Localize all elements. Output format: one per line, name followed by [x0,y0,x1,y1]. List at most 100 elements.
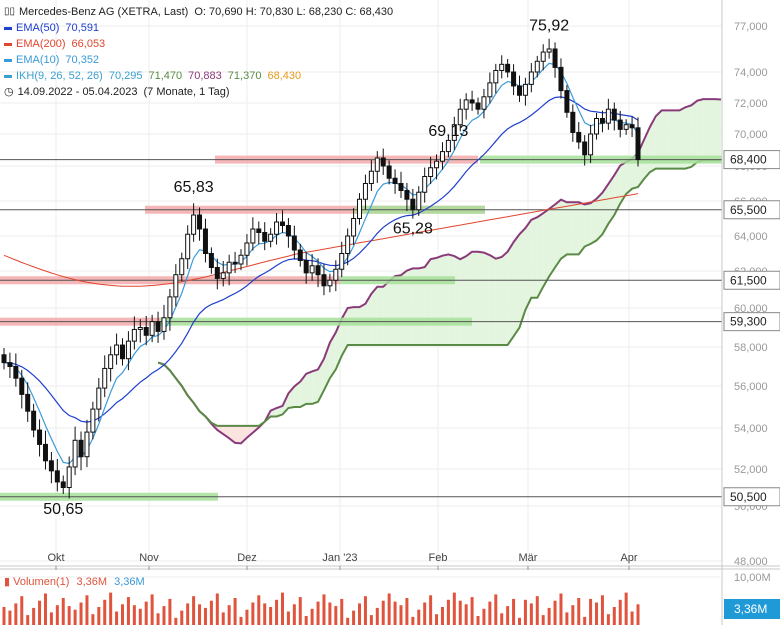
volume-bar [559,593,563,625]
candle-body [131,328,137,342]
volume-bar [20,596,24,625]
candle-body [540,51,546,62]
price-tick-label: 74,000 [734,67,768,79]
volume-bar [97,607,101,625]
candle-body [576,131,582,143]
price-tick-label: 56,000 [734,381,768,393]
kumo-fill [537,213,544,298]
ema10-value: 70,352 [65,54,100,66]
price-axis: 48,00050,00052,00054,00056,00058,00060,0… [721,0,780,625]
volume-bar [310,608,314,625]
candle-body [42,443,48,462]
kumo-fill [566,202,573,255]
volume-bar [144,601,148,625]
kumo-fill [525,219,532,310]
time-tick-label: Dez [237,552,257,564]
candle-body [84,431,90,458]
volume-bar [192,596,196,625]
ema200-label: EMA(200) [16,38,66,50]
volume-bar [257,595,261,625]
volume-bar [535,596,539,625]
kumo-fill [691,100,698,167]
kumo-fill [383,281,390,346]
volume-bar [186,603,190,625]
volume-bar [150,594,154,625]
volume-bar [624,592,628,625]
kumo-fill [436,255,443,346]
kumo-fill [685,105,692,169]
volume-bar [429,595,433,625]
volume-bar [138,608,142,625]
time-axis: Okt Nov Dez Jan '23 Feb Mär Apr [0,552,780,570]
ikh-value-4: 71,370 [227,70,262,82]
kumo-fill [697,99,704,162]
candle-body [7,362,13,368]
instrument-title: Mercedes-Benz AG (XETRA, Last) [19,6,189,18]
candle-body [635,127,641,161]
ikh-value-3: 70,883 [188,70,222,82]
candle-body [457,108,463,126]
kumo-fill [549,204,556,277]
kumo-fill [424,259,431,346]
volume-bar [275,599,279,625]
candle-body [173,274,179,298]
volume-bar [506,606,510,625]
price-tick-label: 54,000 [734,423,768,435]
candle-body [422,176,428,193]
candle-body [511,71,517,87]
kumo-fill [555,199,561,268]
level-label: 50,500 [730,490,767,504]
volume-bar [8,610,12,625]
kumo-fill [643,127,650,180]
kumo-fill [406,268,413,346]
volume-bar [55,605,59,625]
candle-body [1,354,7,364]
volume-bar [541,615,545,625]
candle-body [416,191,422,211]
volume-last-box [724,599,780,619]
kumo-fill [377,286,384,346]
kumo-fill [596,192,603,241]
candle-body [623,124,629,130]
candle-body [629,124,635,129]
candle-body [285,225,291,237]
ema200-line [3,193,639,287]
kumo-fill [454,256,461,346]
candle-body [534,60,540,73]
kumo-fill [655,110,662,169]
volume-bar [79,602,83,625]
volume-bar [387,593,391,625]
price-annotation: 65,83 [174,179,214,196]
volume-bar [417,609,421,625]
candle-body [244,242,250,256]
volume-bar [304,616,308,625]
kumo-fill [626,158,633,194]
volume-icon: ▮ [4,576,11,588]
kumo-fill [608,175,615,224]
candle-body [362,183,368,200]
candle-body [552,48,558,68]
candle-body [60,481,66,489]
price-tick-label: 58,000 [734,342,768,354]
candle-body [25,393,31,412]
volume-bar [215,593,219,625]
kumo-fill [389,276,396,346]
volume-tick-label: 10,00M [734,572,771,584]
volume-bar [589,598,593,625]
kumo-fill [323,342,330,391]
volume-last-label: 3,36M [734,602,767,616]
volume-bar [352,610,356,625]
candle-body [167,296,173,319]
candle-body [250,228,256,244]
time-tick-label: Feb [429,552,448,564]
candle-body [588,133,594,156]
ema50-value: 70,591 [65,22,100,34]
volume-bar [156,613,160,625]
level-label: 59,300 [730,315,767,329]
volume-bar [381,600,385,625]
candle-body [345,235,351,254]
price-annotation: 65,28 [393,221,433,238]
volume-bar [322,594,326,625]
candle-body [297,249,303,261]
volume-bar [500,613,504,625]
